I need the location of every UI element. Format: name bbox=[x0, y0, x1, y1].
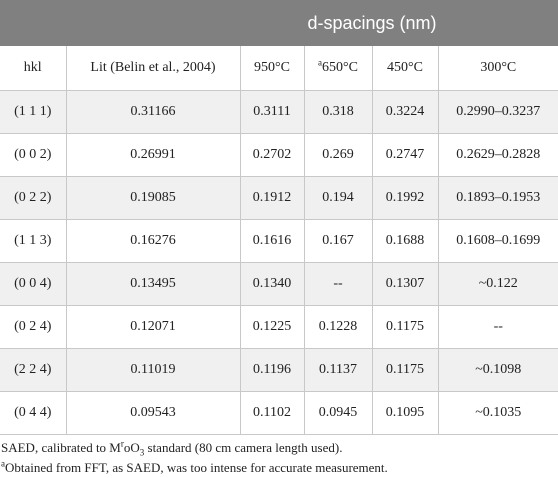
cell-950: 0.1616 bbox=[239, 219, 304, 263]
cell-450: 0.1307 bbox=[371, 262, 438, 306]
cell-450: 0.1175 bbox=[371, 305, 438, 349]
cell-950: 0.1340 bbox=[239, 262, 304, 306]
cell-300: ~0.1035 bbox=[437, 391, 558, 435]
table-row: (0 2 4) 0.12071 0.1225 0.1228 0.1175 -- bbox=[0, 305, 558, 349]
title-corner-cell bbox=[0, 0, 66, 46]
cell-650: -- bbox=[303, 262, 372, 306]
cell-lit: 0.16276 bbox=[65, 219, 240, 263]
cell-lit: 0.19085 bbox=[65, 176, 240, 220]
cell-hkl: (0 0 4) bbox=[0, 262, 66, 306]
cell-650: 0.194 bbox=[303, 176, 372, 220]
note-saed: SAED, calibrated to MroO3 standard (80 c… bbox=[1, 438, 343, 458]
header-450: 450°C bbox=[371, 46, 438, 91]
cell-300: 0.2990–0.3237 bbox=[437, 90, 558, 134]
cell-950: 0.1102 bbox=[239, 391, 304, 435]
cell-hkl: (2 2 4) bbox=[0, 348, 66, 392]
footnote-mark-a: a bbox=[318, 57, 323, 68]
table-title: d-spacings (nm) bbox=[66, 0, 558, 46]
header-hkl: hkl bbox=[0, 46, 66, 91]
cell-950: 0.2702 bbox=[239, 133, 304, 177]
cell-950: 0.1196 bbox=[239, 348, 304, 392]
table-row: (1 1 1) 0.31166 0.3111 0.318 0.3224 0.2990–0.… bbox=[0, 90, 558, 134]
cell-hkl: (1 1 1) bbox=[0, 90, 66, 134]
cell-650: 0.0945 bbox=[303, 391, 372, 435]
d-spacings-table: d-spacings (nm) hkl Lit (Belin et al., 2… bbox=[0, 0, 558, 435]
cell-300: ~0.1098 bbox=[437, 348, 558, 392]
cell-lit: 0.26991 bbox=[65, 133, 240, 177]
cell-hkl: (0 2 4) bbox=[0, 305, 66, 349]
cell-450: 0.2747 bbox=[371, 133, 438, 177]
cell-450: 0.3224 bbox=[371, 90, 438, 134]
cell-650: 0.1228 bbox=[303, 305, 372, 349]
note-fft: aObtained from FFT, as SAED, was too int… bbox=[1, 458, 388, 475]
table-row: (0 0 2) 0.26991 0.2702 0.269 0.2747 0.2629–0.… bbox=[0, 133, 558, 177]
cell-lit: 0.31166 bbox=[65, 90, 240, 134]
cell-450: 0.1095 bbox=[371, 391, 438, 435]
cell-650: 0.167 bbox=[303, 219, 372, 263]
cell-450: 0.1175 bbox=[371, 348, 438, 392]
header-650: a650°C bbox=[303, 46, 372, 91]
header-row: hkl Lit (Belin et al., 2004) 950°C a650°… bbox=[0, 46, 558, 91]
cell-950: 0.1912 bbox=[239, 176, 304, 220]
table-row: (0 4 4) 0.09543 0.1102 0.0945 0.1095 ~0.1035 bbox=[0, 391, 558, 435]
cell-lit: 0.11019 bbox=[65, 348, 240, 392]
table-row: (0 2 2) 0.19085 0.1912 0.194 0.1992 0.1893–0.… bbox=[0, 176, 558, 220]
header-950: 950°C bbox=[239, 46, 304, 91]
cell-lit: 0.12071 bbox=[65, 305, 240, 349]
cell-450: 0.1688 bbox=[371, 219, 438, 263]
cell-lit: 0.13495 bbox=[65, 262, 240, 306]
cell-300: 0.1893–0.1953 bbox=[437, 176, 558, 220]
cell-950: 0.3111 bbox=[239, 90, 304, 134]
cell-300: -- bbox=[437, 305, 558, 349]
cell-650: 0.318 bbox=[303, 90, 372, 134]
table-row: (0 0 4) 0.13495 0.1340 -- 0.1307 ~0.122 bbox=[0, 262, 558, 306]
cell-hkl: (0 2 2) bbox=[0, 176, 66, 220]
cell-hkl: (1 1 3) bbox=[0, 219, 66, 263]
cell-300: ~0.122 bbox=[437, 262, 558, 306]
cell-650: 0.269 bbox=[303, 133, 372, 177]
cell-hkl: (0 4 4) bbox=[0, 391, 66, 435]
header-300: 300°C bbox=[437, 46, 558, 91]
cell-450: 0.1992 bbox=[371, 176, 438, 220]
header-lit: Lit (Belin et al., 2004) bbox=[65, 46, 240, 91]
cell-300: 0.1608–0.1699 bbox=[437, 219, 558, 263]
cell-950: 0.1225 bbox=[239, 305, 304, 349]
cell-650: 0.1137 bbox=[303, 348, 372, 392]
cell-hkl: (0 0 2) bbox=[0, 133, 66, 177]
table-row: (1 1 3) 0.16276 0.1616 0.167 0.1688 0.1608–0.… bbox=[0, 219, 558, 263]
cell-300: 0.2629–0.2828 bbox=[437, 133, 558, 177]
table-row: (2 2 4) 0.11019 0.1196 0.1137 0.1175 ~0.1098 bbox=[0, 348, 558, 392]
cell-lit: 0.09543 bbox=[65, 391, 240, 435]
table-notes: SAED, calibrated to MroO3 standard (80 c… bbox=[0, 435, 558, 478]
